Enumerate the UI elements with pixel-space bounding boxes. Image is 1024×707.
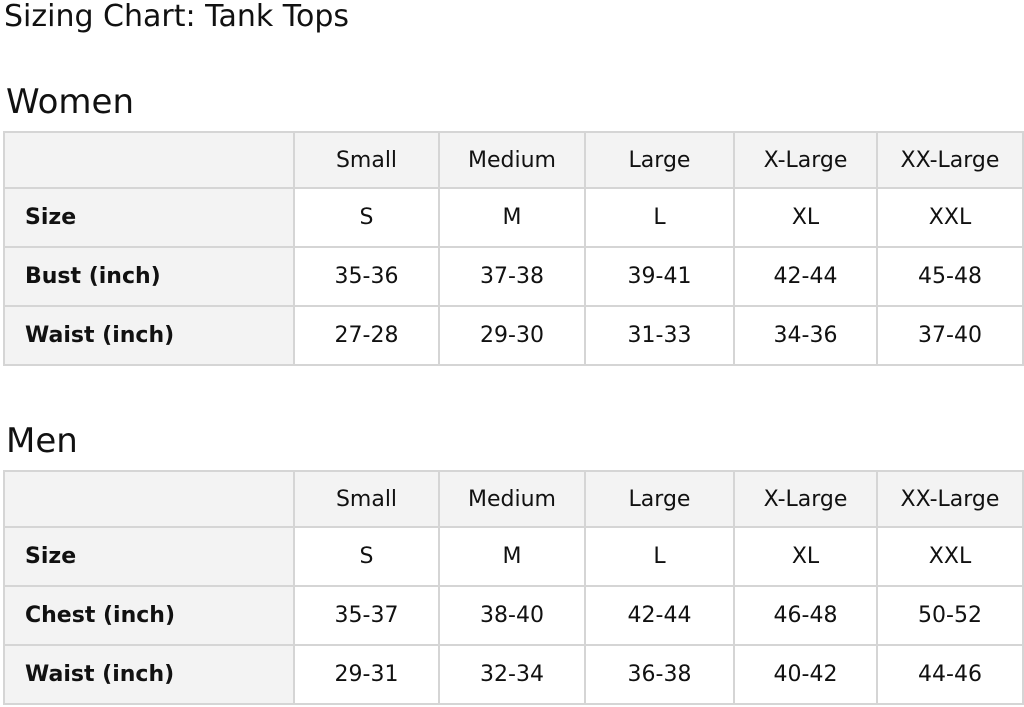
table-cell: 34-36 [733,305,878,366]
table-cell: XXL [876,526,1024,587]
row-label: Size [3,187,295,248]
table-row: Waist (inch) 29-31 32-34 36-38 40-42 44-46 [3,644,1024,705]
column-header [3,131,295,189]
table-cell: XL [733,187,878,248]
column-header: Small [293,470,440,528]
column-header: XX-Large [876,131,1024,189]
table-cell: S [293,187,440,248]
table-cell: 45-48 [876,246,1024,307]
table-cell: XXL [876,187,1024,248]
table-cell: XL [733,526,878,587]
column-header: Medium [438,470,586,528]
column-header: X-Large [733,131,878,189]
women-size-table: Small Medium Large X-Large XX-Large Size S M L XL… [3,131,1024,366]
table-cell: 27-28 [293,305,440,366]
column-header: X-Large [733,470,878,528]
women-heading: Women [6,82,135,122]
column-header: Small [293,131,440,189]
table-cell: 42-44 [584,585,735,646]
row-label: Waist (inch) [3,305,295,366]
column-header [3,470,295,528]
table-cell: 40-42 [733,644,878,705]
header-row: Small Medium Large X-Large XX-Large [3,131,1024,189]
table-cell: 44-46 [876,644,1024,705]
column-header: Large [584,470,735,528]
table-row: Size S M L XL XXL [3,187,1024,248]
table-cell: L [584,526,735,587]
table-cell: 31-33 [584,305,735,366]
row-label: Waist (inch) [3,644,295,705]
table-cell: 38-40 [438,585,586,646]
table-row: Bust (inch) 35-36 37-38 39-41 42-44 45-48 [3,246,1024,307]
row-label: Bust (inch) [3,246,295,307]
men-size-table: Small Medium Large X-Large XX-Large Size S M L XL… [3,470,1024,705]
table-cell: 32-34 [438,644,586,705]
column-header: Medium [438,131,586,189]
page-title: Sizing Chart: Tank Tops [4,0,350,34]
table-cell: 50-52 [876,585,1024,646]
table-cell: 39-41 [584,246,735,307]
table-cell: 29-30 [438,305,586,366]
table-cell: 35-37 [293,585,440,646]
table-cell: 46-48 [733,585,878,646]
table-cell: S [293,526,440,587]
table-cell: 42-44 [733,246,878,307]
table-cell: M [438,526,586,587]
row-label: Chest (inch) [3,585,295,646]
table-cell: 29-31 [293,644,440,705]
table-cell: M [438,187,586,248]
men-heading: Men [6,421,78,461]
table-cell: 37-38 [438,246,586,307]
table-row: Chest (inch) 35-37 38-40 42-44 46-48 50-52 [3,585,1024,646]
row-label: Size [3,526,295,587]
table-cell: L [584,187,735,248]
table-cell: 35-36 [293,246,440,307]
column-header: XX-Large [876,470,1024,528]
header-row: Small Medium Large X-Large XX-Large [3,470,1024,528]
table-row: Waist (inch) 27-28 29-30 31-33 34-36 37-40 [3,305,1024,366]
column-header: Large [584,131,735,189]
table-cell: 37-40 [876,305,1024,366]
table-cell: 36-38 [584,644,735,705]
table-row: Size S M L XL XXL [3,526,1024,587]
